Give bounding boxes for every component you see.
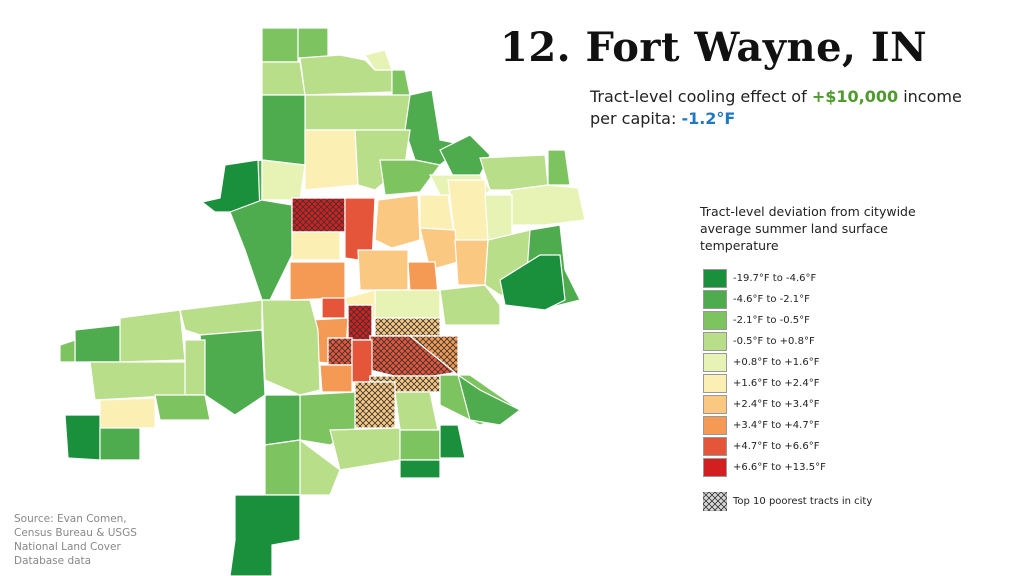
legend-swatch — [703, 332, 727, 351]
legend-title: Tract-level deviation from citywide aver… — [700, 204, 916, 253]
legend-swatch — [703, 395, 727, 414]
legend-swatch — [703, 437, 727, 456]
legend-swatch — [703, 311, 727, 330]
legend-swatch — [703, 290, 727, 309]
legend-item: -0.5°F to +0.8°F — [703, 331, 826, 352]
legend-label: +6.6°F to +13.5°F — [733, 462, 826, 473]
source: Source: Evan Comen, Census Bureau & USGS… — [14, 513, 137, 567]
legend-label: +0.8°F to +1.6°F — [733, 357, 820, 368]
hatch-label: Top 10 poorest tracts in city — [733, 496, 873, 507]
legend-swatch — [703, 269, 727, 288]
legend-swatch — [703, 458, 727, 477]
legend-label: +4.7°F to +6.6°F — [733, 441, 820, 452]
legend: -19.7°F to -4.6°F -4.6°F to -2.1°F -2.1°F … — [703, 268, 826, 478]
legend-item: +4.7°F to +6.6°F — [703, 436, 826, 457]
tracts — [59, 27, 586, 576]
legend-item: +3.4°F to +4.7°F — [703, 415, 826, 436]
legend-item: +1.6°F to +2.4°F — [703, 373, 826, 394]
legend-label: +3.4°F to +4.7°F — [733, 420, 820, 431]
hatch-swatch — [703, 492, 727, 511]
subtitle: Tract-level cooling effect of +$10,000 i… — [590, 86, 980, 130]
legend-swatch — [703, 416, 727, 435]
subtitle-text: income per capita: — [590, 87, 962, 128]
legend-item: +0.8°F to +1.6°F — [703, 352, 826, 373]
legend-label: -19.7°F to -4.6°F — [733, 273, 817, 284]
subtitle-text: Tract-level cooling effect of — [590, 87, 807, 106]
hatch-legend: Top 10 poorest tracts in city — [703, 492, 872, 511]
title: 12. Fort Wayne, IN — [500, 24, 928, 71]
legend-label: +2.4°F to +3.4°F — [733, 399, 820, 410]
legend-item: -4.6°F to -2.1°F — [703, 289, 826, 310]
legend-item: -2.1°F to -0.5°F — [703, 310, 826, 331]
legend-label: -4.6°F to -2.1°F — [733, 294, 810, 305]
map — [59, 27, 586, 576]
income-amount: +$10,000 — [811, 87, 899, 106]
legend-item: +2.4°F to +3.4°F — [703, 394, 826, 415]
legend-swatch — [703, 353, 727, 372]
legend-label: +1.6°F to +2.4°F — [733, 378, 820, 389]
legend-swatch — [703, 374, 727, 393]
legend-item: +6.6°F to +13.5°F — [703, 457, 826, 478]
legend-label: -2.1°F to -0.5°F — [733, 315, 810, 326]
cooling-effect: -1.2°F — [681, 109, 736, 128]
legend-label: -0.5°F to +0.8°F — [733, 336, 815, 347]
legend-item: -19.7°F to -4.6°F — [703, 268, 826, 289]
